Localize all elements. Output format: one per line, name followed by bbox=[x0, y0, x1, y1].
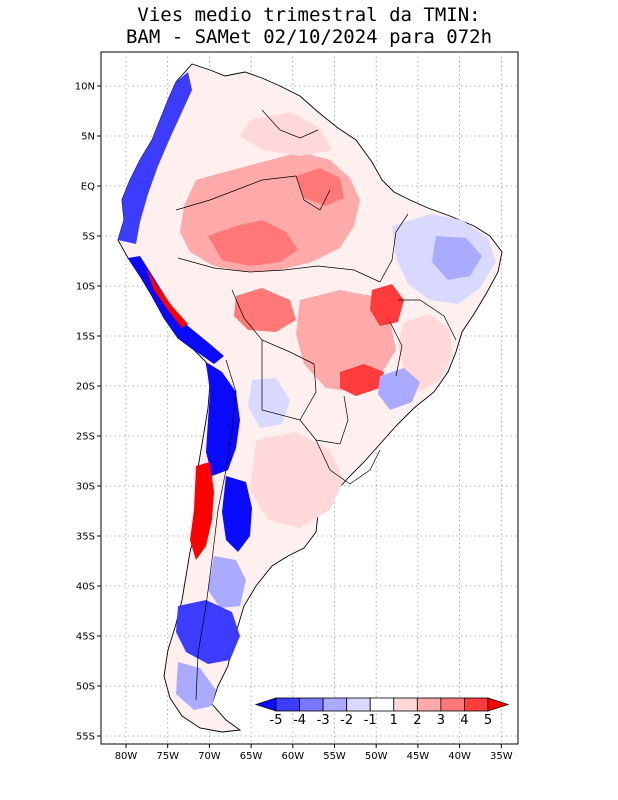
colorbar-label: -4 bbox=[293, 713, 306, 728]
lat-tick-label: EQ bbox=[81, 182, 95, 193]
northeast-brazil-cool-core bbox=[432, 236, 482, 280]
colorbar-label: 1 bbox=[390, 713, 398, 728]
central-brazil-warm bbox=[296, 290, 396, 392]
colorbar-label: 3 bbox=[437, 713, 445, 728]
lon-tick-label: 70W bbox=[198, 751, 221, 762]
guiana-warm bbox=[240, 112, 332, 156]
colorbar-swatch bbox=[322, 697, 348, 712]
lon-tick-label: 65W bbox=[240, 751, 263, 762]
lat-tick-label: 40S bbox=[76, 582, 95, 593]
lat-tick-label: 5S bbox=[82, 232, 95, 243]
lon-tick-label: 60W bbox=[281, 751, 304, 762]
lon-tick-label: 80W bbox=[115, 751, 138, 762]
lat-tick-label: 50S bbox=[76, 682, 95, 693]
lat-tick-label: 45S bbox=[76, 632, 95, 643]
longitude-axis: 80W 75W 70W 65W 60W 55W 50W 45W 40W 35W bbox=[115, 744, 513, 762]
lon-tick-label: 75W bbox=[156, 751, 179, 762]
patagonia-cold bbox=[176, 600, 240, 664]
southeast-cool bbox=[378, 368, 420, 410]
map-title-line1: Vies medio trimestral da TMIN: bbox=[137, 4, 481, 26]
chaco-cool bbox=[248, 378, 290, 428]
colorbar-swatch bbox=[393, 697, 418, 712]
lon-tick-label: 45W bbox=[407, 751, 430, 762]
mato-grosso-warm bbox=[234, 288, 296, 332]
colorbar-label: -1 bbox=[364, 713, 377, 728]
map-title-line2: BAM - SAMet 02/10/2024 para 072h bbox=[125, 26, 493, 48]
colorbar-swatch bbox=[275, 697, 300, 712]
latitude-axis: 10N 5N EQ 5S 10S 15S 20S 25S 30S 35S 40S 45S 50S 55S bbox=[75, 82, 101, 743]
lat-tick-label: 5N bbox=[81, 132, 95, 143]
east-coast-mixed bbox=[398, 314, 452, 392]
colorbar-label: 2 bbox=[413, 713, 421, 728]
colorbar-label: -3 bbox=[317, 713, 330, 728]
cuyo-cold bbox=[222, 476, 252, 552]
colorbar-swatch bbox=[299, 697, 324, 712]
peru-warm-stripe bbox=[146, 268, 188, 328]
lat-tick-label: 10S bbox=[76, 282, 95, 293]
colorbar-label: 4 bbox=[460, 713, 468, 728]
lat-tick-label: 10N bbox=[75, 82, 95, 93]
lat-tick-label: 20S bbox=[76, 382, 95, 393]
lon-tick-label: 35W bbox=[490, 751, 513, 762]
lat-tick-label: 15S bbox=[76, 332, 95, 343]
lon-tick-label: 50W bbox=[365, 751, 388, 762]
amazon-core-warm bbox=[208, 220, 298, 266]
argentina-pampa-light bbox=[250, 432, 344, 528]
andes-north-cold bbox=[118, 72, 192, 244]
country-borders bbox=[175, 109, 457, 701]
colorbar-swatch bbox=[369, 697, 395, 712]
lon-tick-label: 40W bbox=[448, 751, 471, 762]
argentina-mid-cool bbox=[208, 556, 246, 608]
colorbar-label: -2 bbox=[340, 713, 353, 728]
colorbar-swatch bbox=[346, 697, 371, 712]
colorbar-swatch bbox=[440, 697, 465, 712]
north-amazon-warm bbox=[296, 168, 344, 206]
lon-tick-label: 55W bbox=[323, 751, 346, 762]
lat-tick-label: 55S bbox=[76, 732, 95, 743]
south-america-landmass bbox=[117, 63, 503, 733]
colorbar-swatch-max bbox=[487, 697, 510, 712]
colorbar: -5 -4 -3 -2 -1 1 2 3 4 5 bbox=[254, 697, 510, 728]
colorbar-swatch bbox=[464, 697, 489, 712]
patagonia-south-cool bbox=[176, 662, 216, 710]
colorbar-label: 5 bbox=[484, 713, 492, 728]
sao-paulo-warm bbox=[340, 364, 384, 396]
lat-tick-label: 35S bbox=[76, 532, 95, 543]
colorbar-swatch bbox=[416, 697, 442, 712]
lat-tick-label: 30S bbox=[76, 482, 95, 493]
goias-warm bbox=[370, 284, 404, 326]
colorbar-label: -5 bbox=[270, 713, 283, 728]
lat-tick-label: 25S bbox=[76, 432, 95, 443]
chile-north-cold bbox=[206, 362, 240, 476]
chile-central-warm bbox=[190, 462, 214, 560]
